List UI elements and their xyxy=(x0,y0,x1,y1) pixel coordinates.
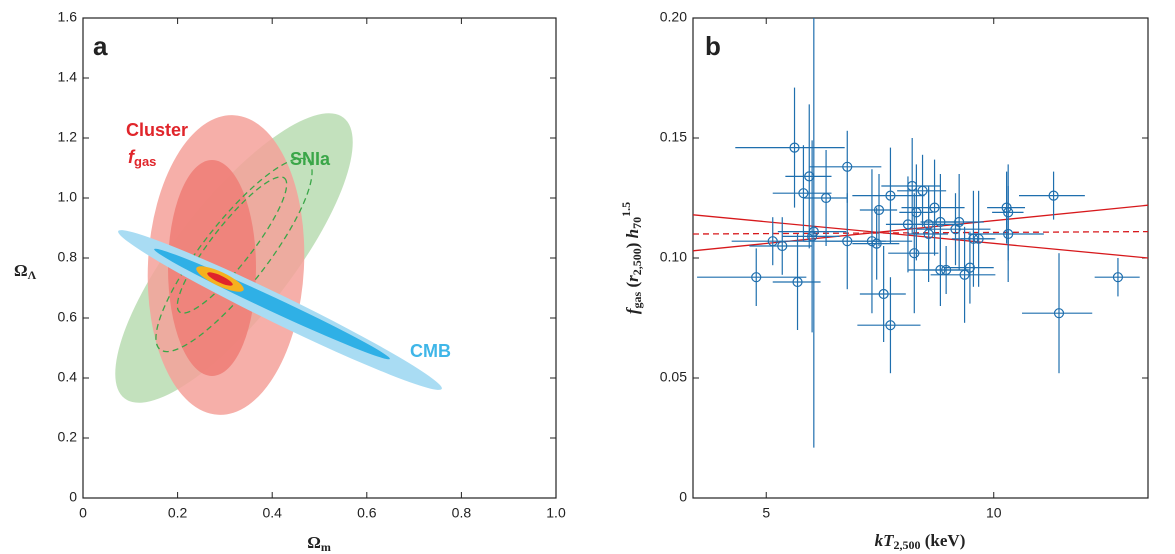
point xyxy=(751,272,762,283)
label-part: 2,500 xyxy=(894,538,921,552)
y-tick-label: 0 xyxy=(69,489,77,505)
point xyxy=(792,276,803,288)
x-tick-label: 0.2 xyxy=(168,505,188,521)
combined-inner xyxy=(207,272,233,286)
label-part: Ω xyxy=(14,261,28,280)
label-part: 70 xyxy=(630,217,644,229)
y-tick-label: 0.2 xyxy=(58,429,78,445)
y-tick-label: 0.8 xyxy=(58,249,78,265)
point xyxy=(871,238,882,249)
y-tick-label: 0.20 xyxy=(660,9,687,25)
x-tick-label: 10 xyxy=(986,505,1002,521)
fit-line xyxy=(693,230,1148,235)
y-tick-label: 0.6 xyxy=(58,309,78,325)
label-part: 1.5 xyxy=(619,202,633,217)
point xyxy=(917,185,928,196)
panel-label: b xyxy=(705,31,721,61)
contours xyxy=(115,113,442,415)
label-part: Ω xyxy=(307,533,321,552)
y-tick-label: 0.15 xyxy=(660,129,687,145)
y-axis-label: ΩΛ xyxy=(14,261,37,282)
annotation: fgas xyxy=(128,147,156,170)
label-part: m xyxy=(321,540,331,554)
annotation-text: CMB xyxy=(410,341,451,361)
point xyxy=(808,226,819,237)
label-part: ( xyxy=(623,282,642,292)
y-tick-label: 0.4 xyxy=(58,369,78,385)
annotation: CMB xyxy=(410,341,451,361)
annotation-text: SNIa xyxy=(290,149,331,169)
x-tick-label: 0.4 xyxy=(262,505,282,521)
x-tick-label: 0 xyxy=(79,505,87,521)
y-axis-label: fgas (r2,500) h701.5 xyxy=(619,202,644,314)
panel-label: a xyxy=(93,31,108,61)
point xyxy=(909,248,920,259)
x-tick-label: 5 xyxy=(762,505,770,521)
plot-frame xyxy=(692,17,1149,499)
x-tick-label: 0.6 xyxy=(357,505,377,521)
x-tick-label: 1.0 xyxy=(546,505,566,521)
point xyxy=(789,142,800,153)
label-part: r xyxy=(623,275,642,282)
point xyxy=(842,161,853,172)
label-part: (keV) xyxy=(921,531,966,550)
x-tick-label: 0.8 xyxy=(452,505,472,521)
label-part: kT xyxy=(875,531,895,550)
y-tick-label: 1.6 xyxy=(58,9,78,25)
label-part: f xyxy=(623,306,642,314)
annotation-text: Cluster xyxy=(126,120,188,140)
plot-area xyxy=(693,18,1148,448)
point xyxy=(873,204,885,216)
y-tick-label: 0 xyxy=(679,489,687,505)
point xyxy=(885,320,896,331)
y-tick-label: 1.2 xyxy=(58,129,78,145)
annotation-sub: gas xyxy=(134,154,156,169)
label-part: gas xyxy=(630,291,644,308)
point xyxy=(777,240,788,252)
label-part: h xyxy=(623,229,642,238)
snia-dashed-inner xyxy=(176,176,288,314)
point xyxy=(1053,308,1065,319)
point xyxy=(885,190,896,201)
point xyxy=(1003,228,1014,240)
point xyxy=(959,269,970,280)
point xyxy=(878,288,889,300)
y-tick-label: 1.4 xyxy=(58,69,78,85)
point xyxy=(929,202,940,213)
point xyxy=(1112,272,1124,283)
point xyxy=(1048,190,1059,201)
y-tick-label: 1.0 xyxy=(58,189,78,205)
y-tick-label: 0.05 xyxy=(660,369,687,385)
y-tick-label: 0.10 xyxy=(660,249,687,265)
label-part: 2,500 xyxy=(630,248,644,275)
point xyxy=(820,192,832,204)
x-axis-label: Ωm xyxy=(307,533,331,554)
label-part: Λ xyxy=(28,268,37,282)
annotation: SNIa xyxy=(290,149,331,169)
point xyxy=(964,262,976,273)
x-axis-label: kT2,500 (keV) xyxy=(875,531,966,552)
point xyxy=(954,216,965,228)
fit-line xyxy=(693,214,1148,259)
annotation: Cluster xyxy=(126,120,188,140)
annotation-text: f xyxy=(128,147,136,167)
label-part: ) xyxy=(623,238,642,248)
